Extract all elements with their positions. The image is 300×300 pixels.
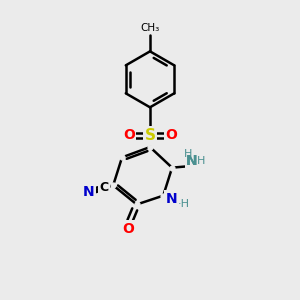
Text: ·H: ·H xyxy=(178,199,190,209)
Text: H: H xyxy=(184,149,193,159)
Text: N: N xyxy=(186,154,198,168)
Text: C: C xyxy=(100,181,109,194)
Text: O: O xyxy=(122,222,134,236)
Text: O: O xyxy=(123,128,135,142)
Text: CH₃: CH₃ xyxy=(140,23,160,33)
Text: O: O xyxy=(165,128,177,142)
Text: H: H xyxy=(197,156,205,166)
Text: N: N xyxy=(186,154,198,168)
Text: N: N xyxy=(166,192,177,206)
Text: N: N xyxy=(82,185,94,199)
Text: S: S xyxy=(145,128,155,143)
